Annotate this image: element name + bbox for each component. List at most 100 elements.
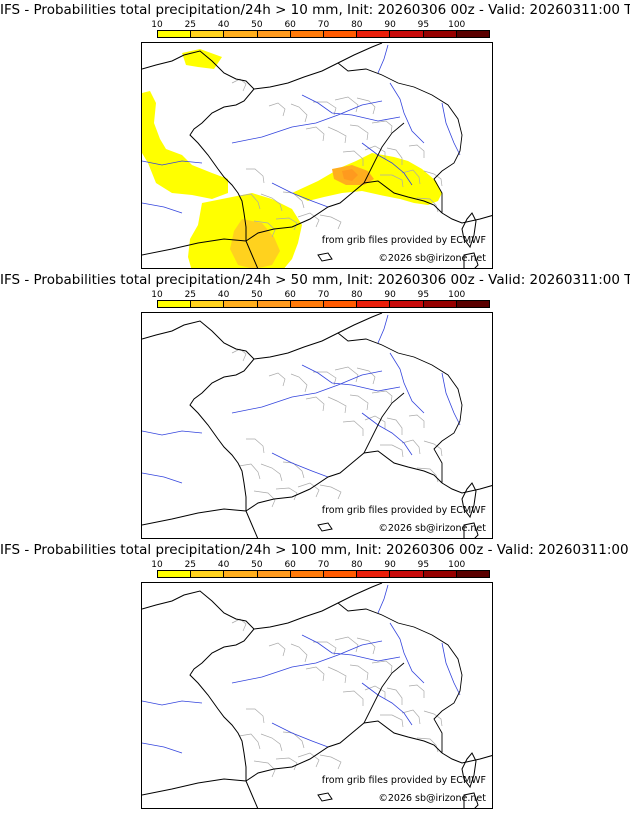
river [361,682,413,726]
legend-tick-label: 40 [217,560,230,570]
coastline [441,482,492,494]
precip-probability-area [230,219,280,268]
admin-boundary [246,708,265,724]
admin-boundary [282,191,305,209]
island-coastline [317,252,333,262]
river [389,82,425,144]
river [377,44,389,74]
admin-boundary [260,193,283,212]
coastline [245,720,443,782]
admin-boundary [327,126,347,144]
legend-tick-label: 10 [151,290,163,300]
legend-tick-label: 95 [417,560,430,570]
coastline [253,313,383,360]
coastline [245,180,443,242]
admin-boundary [305,396,325,412]
copyright-credit: ©2026 sb@irizone.net [378,523,486,534]
admin-boundary [238,733,261,750]
island-coastline [461,212,477,249]
legend-tick-label: 90 [384,560,396,570]
admin-boundary [334,96,359,113]
legend-tick-label: 50 [251,560,263,570]
legend-colorbar [157,30,490,38]
admin-boundary [371,390,393,404]
country-border [337,332,463,483]
coastline [441,212,492,224]
map-canvas [142,43,492,268]
legend-swatch [357,301,391,307]
river [271,182,329,208]
admin-boundary [305,126,325,142]
legend-swatch [257,301,291,307]
legend-colorbar [157,300,490,308]
admin-boundary [313,641,337,656]
legend-colorbar [157,570,490,578]
legend-tick-label: 95 [417,290,430,300]
panel-100mm: IFS - Probabilities total precipitation/… [0,542,630,812]
precip-probability-area [142,91,228,199]
map-canvas [142,313,492,538]
admin-boundary [275,217,298,231]
legend-labels: 10 25 40 50 60 70 80 90 95 100 [151,290,490,300]
admin-boundary [408,144,425,158]
island-coastline [463,252,479,268]
legend-tick-label: 40 [217,20,230,30]
country-border [363,662,405,724]
river [271,722,329,748]
island-coastline [463,792,479,808]
legend-tick-label: 80 [351,290,363,300]
river [142,202,183,214]
legend-tick-label: 100 [448,20,466,30]
legend-swatch [390,301,424,307]
admin-boundary [290,373,308,393]
admin-boundary [246,168,265,184]
admin-boundary [290,643,308,663]
admin-boundary [319,754,342,770]
legend-swatch [357,31,391,37]
copyright-credit: ©2026 sb@irizone.net [378,793,486,804]
legend-swatch [290,301,325,307]
legend-tick-label: 70 [317,290,330,300]
river [271,452,329,478]
admin-boundary [313,371,337,386]
panel-title: IFS - Probabilities total precipitation/… [0,2,630,18]
panel-10mm: IFS - Probabilities total precipitation/… [0,2,630,272]
admin-boundary [364,685,386,699]
legend-swatch [191,301,225,307]
admin-boundary [275,487,298,501]
admin-boundary [401,169,421,185]
legend-tick-label: 25 [184,290,197,300]
coastline [441,752,492,764]
panel-title: IFS - Probabilities total precipitation/… [0,542,630,558]
river [142,742,183,754]
admin-boundary [371,660,393,674]
island-coastline [317,792,333,802]
admin-boundary [268,372,286,387]
legend-tick-label: 95 [417,20,430,30]
legend-swatch [324,31,358,37]
admin-boundary [342,690,364,706]
legend-swatch [390,31,424,37]
river [441,372,461,426]
admin-boundary [386,417,403,435]
legend-swatch [357,571,391,577]
river [377,314,389,344]
river [301,634,401,662]
coastline [245,450,443,512]
river [142,700,203,706]
legend-swatch [224,31,258,37]
river [361,142,413,186]
admin-boundary [349,124,369,141]
legend-tick-label: 40 [217,290,230,300]
legend-tick-label: 25 [184,20,197,30]
map-canvas [142,583,492,808]
copyright-credit: ©2026 sb@irizone.net [378,253,486,264]
legend-swatch [324,301,358,307]
legend-swatch [191,31,225,37]
river [142,160,203,166]
admin-boundary [334,636,359,653]
legend-swatch [390,571,424,577]
map-france: from grib files provided by ECMWF ©2026 … [141,312,493,539]
admin-boundary [371,120,393,134]
admin-boundary [268,102,286,117]
